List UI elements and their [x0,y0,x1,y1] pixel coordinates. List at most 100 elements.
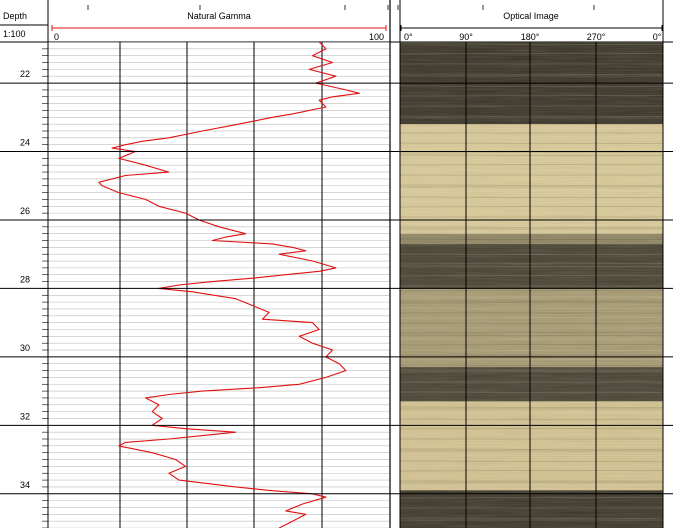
depth-title: Depth [3,11,27,21]
image-lamination [400,95,663,97]
image-lamination [400,433,663,435]
image-lamination [400,211,663,213]
gamma-grid [48,42,390,528]
image-lamination [400,152,663,154]
image-lamination [400,260,663,262]
image-lamination [400,349,663,351]
image-track-title: Optical Image [503,11,559,21]
image-lamination [400,487,663,489]
gamma-tick-label: 100 [369,32,384,42]
image-lamination [400,275,663,277]
image-tick-label: 90° [459,32,473,42]
gamma-track-title: Natural Gamma [187,11,251,21]
image-lamination [400,122,663,124]
scale-label: 1:100 [3,29,26,39]
image-lamination [400,524,663,526]
optical-image-track [400,42,663,528]
gamma-curve [98,42,360,528]
image-texture [400,42,663,528]
image-lamination [400,80,663,82]
image-lamination [400,295,663,297]
image-lamination [400,196,663,198]
image-lamination [400,517,663,519]
image-lamination [400,322,663,324]
image-lamination [400,223,663,225]
image-lamination [400,359,663,361]
image-lamination [400,179,663,181]
image-lamination [400,149,663,151]
image-lamination [400,401,663,403]
image-tick-label: 0° [404,32,413,42]
image-lamination [400,127,663,129]
image-lamination [400,68,663,70]
log-header: Depth 1:100 Natural Gamma Optical Image … [0,5,673,43]
image-lamination [400,100,663,102]
depth-tick-label: 30 [20,343,30,353]
image-lamination [400,413,663,415]
image-lamination [400,233,663,235]
image-lamination [400,376,663,378]
depth-tick-label: 22 [20,69,30,79]
depth-tick-label: 28 [20,274,30,284]
image-lamination [400,112,663,114]
depth-axis: 22 24 26 28 30 32 34 [0,41,673,528]
image-lamination [400,485,663,487]
image-lamination [400,73,663,75]
image-lamination [400,253,663,255]
image-lamination [400,497,663,499]
image-lamination [400,371,663,373]
image-lamination [400,344,663,346]
image-lamination [400,443,663,445]
image-lamination [400,263,663,265]
image-lamination [400,302,663,304]
image-lamination [400,115,663,117]
image-lamination [400,221,663,223]
gamma-tick-label: 0 [54,32,59,42]
depth-tick-label: 26 [20,206,30,216]
image-lamination [400,448,663,450]
image-lamination [400,142,663,144]
image-tick-label: 0° [653,32,662,42]
image-lamination [400,460,663,462]
image-lamination [400,455,663,457]
image-lamination [400,470,663,472]
image-lamination [400,169,663,171]
image-lamination [400,364,663,366]
image-tick-label: 270° [587,32,606,42]
image-lamination [400,154,663,156]
image-lamination [400,58,663,60]
depth-tick-label: 34 [20,480,30,490]
image-lamination [400,418,663,420]
image-lamination [400,445,663,447]
image-lamination [400,70,663,72]
image-lamination [400,334,663,336]
image-lamination [400,475,663,477]
gamma-curve-layer [98,42,360,528]
image-lamination [400,85,663,87]
image-lamination [400,226,663,228]
image-lamination [400,391,663,393]
image-lamination [400,184,663,186]
image-lamination [400,137,663,139]
image-lamination [400,191,663,193]
image-tick-label: 180° [521,32,540,42]
image-scale-bar: 0° 90° 180° 270° 0° [400,25,663,42]
image-lamination [400,337,663,339]
image-lamination [400,317,663,319]
image-lamination [400,43,663,45]
depth-tick-label: 32 [20,411,30,421]
image-lamination [400,164,663,166]
image-lamination [400,280,663,282]
track-borders [47,0,664,528]
image-lamination [400,53,663,55]
image-lamination [400,332,663,334]
image-lamination [400,406,663,408]
image-lamination [400,110,663,112]
image-lamination [400,428,663,430]
image-lamination [400,248,663,250]
image-lamination [400,374,663,376]
image-lamination [400,265,663,267]
image-lamination [400,206,663,208]
image-lamination [400,290,663,292]
